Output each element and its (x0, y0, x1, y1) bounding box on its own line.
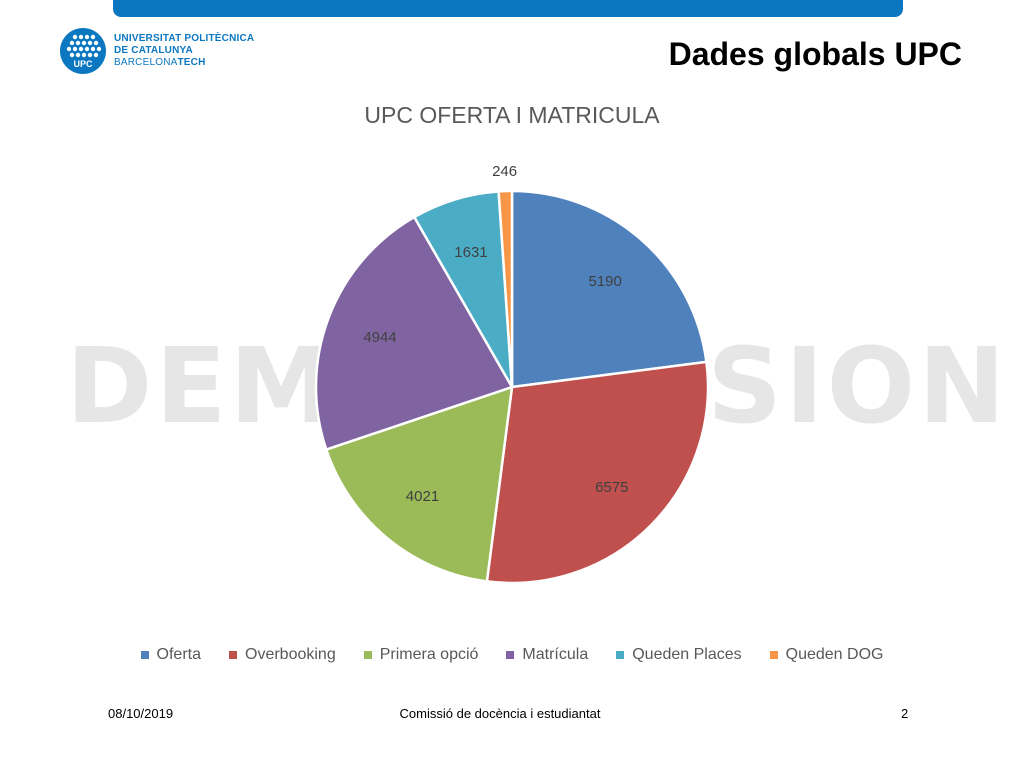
data-label-primera-opci-: 4021 (406, 488, 439, 505)
legend-label: Matrícula (522, 646, 589, 663)
footer-date: 08/10/2019 (108, 706, 174, 721)
pie-slice-matr-cula (314, 215, 514, 452)
data-label-queden-dog: 246 (492, 163, 517, 180)
pie-slice-overbooking (485, 360, 710, 585)
legend-item: Queden DOG (769, 646, 884, 664)
upc-logo: UPC UNIVERSITAT POLITÈCNICA DE CATALUNYA… (60, 27, 254, 75)
legend-swatch (140, 651, 149, 659)
logo-line-1: UNIVERSITAT POLITÈCNICA (114, 33, 255, 44)
legend-item: Overbooking (229, 646, 336, 664)
footer-page-number: 2 (901, 706, 909, 721)
legend-item: Queden Places (616, 646, 742, 664)
pie-slice-primera-opci- (324, 385, 514, 583)
emblem-text: UPC (73, 59, 93, 69)
data-label-overbooking: 6575 (595, 479, 628, 496)
legend-swatch (363, 651, 372, 659)
logo-wordmark: UNIVERSITAT POLITÈCNICA DE CATALUNYA BAR… (114, 33, 254, 69)
chart-legend: Oferta Overbooking Primera opció Matrícula Q… (0, 646, 1024, 664)
chart-title: UPC OFERTA I MATRICULA (364, 102, 660, 128)
legend-item: Primera opció (363, 646, 479, 664)
logo-line-3a: BARCELONA (114, 57, 178, 68)
pie-slices (314, 189, 710, 585)
legend-label: Overbooking (245, 646, 336, 663)
logo-line-3b: TECH (177, 57, 206, 68)
legend-label: Queden Places (632, 646, 742, 663)
data-label-matr-cula: 4944 (363, 329, 396, 346)
legend-swatch (229, 651, 237, 659)
pie-slice-oferta (510, 189, 708, 389)
legend-item: Oferta (140, 646, 201, 664)
legend-swatch (616, 651, 625, 659)
pie-data-labels: 5190 6575 4021 4944 1631 246 (363, 163, 628, 505)
slide-title: Dades globals UPC (668, 36, 962, 72)
top-accent-bar (113, 0, 903, 17)
legend-swatch (769, 651, 778, 659)
logo-line-2: DE CATALUNYA (114, 45, 193, 56)
footer-center-text: Comissió de docència i estudiantat (399, 706, 601, 721)
legend-label: Oferta (156, 646, 201, 663)
logo-line-3: BARCELONATECH (114, 57, 254, 69)
data-label-oferta: 5190 (588, 273, 621, 290)
pie-slice-queden-dog (497, 189, 514, 388)
legend-swatch (506, 651, 515, 659)
legend-item: Matrícula (506, 646, 588, 664)
legend-label: Queden DOG (785, 646, 884, 663)
data-label-queden-places: 1631 (454, 244, 487, 261)
upc-emblem-icon: UPC (60, 28, 106, 74)
legend-label: Primera opció (379, 646, 479, 663)
